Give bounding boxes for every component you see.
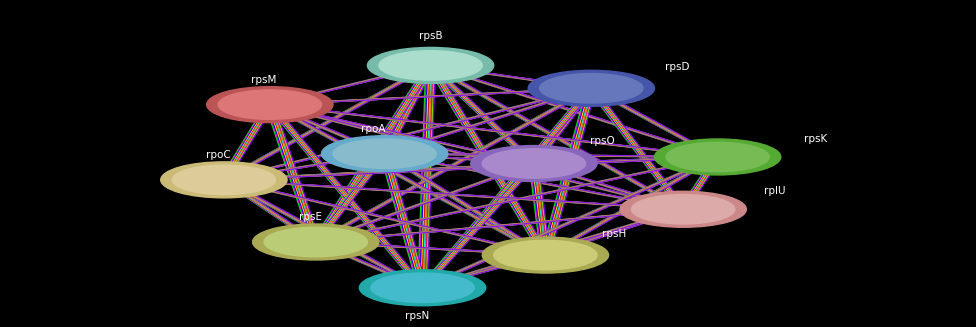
Text: rpsH: rpsH [602,229,627,239]
Text: rpoA: rpoA [361,124,386,134]
Circle shape [540,74,643,103]
Circle shape [470,146,597,181]
Circle shape [482,237,609,273]
Circle shape [367,47,494,83]
Circle shape [655,139,781,175]
Circle shape [264,227,367,257]
Circle shape [620,191,747,227]
Circle shape [161,162,287,198]
Circle shape [253,224,379,260]
Text: rpsM: rpsM [252,75,277,85]
Text: rpsO: rpsO [590,136,615,146]
Circle shape [207,87,333,123]
Circle shape [494,240,597,270]
Text: rpsK: rpsK [803,134,827,144]
Circle shape [172,165,275,195]
Circle shape [482,149,586,178]
Circle shape [528,70,655,106]
Circle shape [666,142,769,172]
Circle shape [219,90,321,119]
Text: rpoC: rpoC [206,150,230,160]
Text: rplU: rplU [764,186,786,196]
Circle shape [359,270,486,306]
Circle shape [631,195,735,224]
Circle shape [321,136,448,172]
Text: rpsD: rpsD [666,62,690,72]
Circle shape [333,139,436,168]
Text: rpsE: rpsE [299,213,321,222]
Circle shape [379,51,482,80]
Text: rpsB: rpsB [419,31,442,41]
Circle shape [371,273,474,302]
Text: rpsN: rpsN [405,311,428,320]
